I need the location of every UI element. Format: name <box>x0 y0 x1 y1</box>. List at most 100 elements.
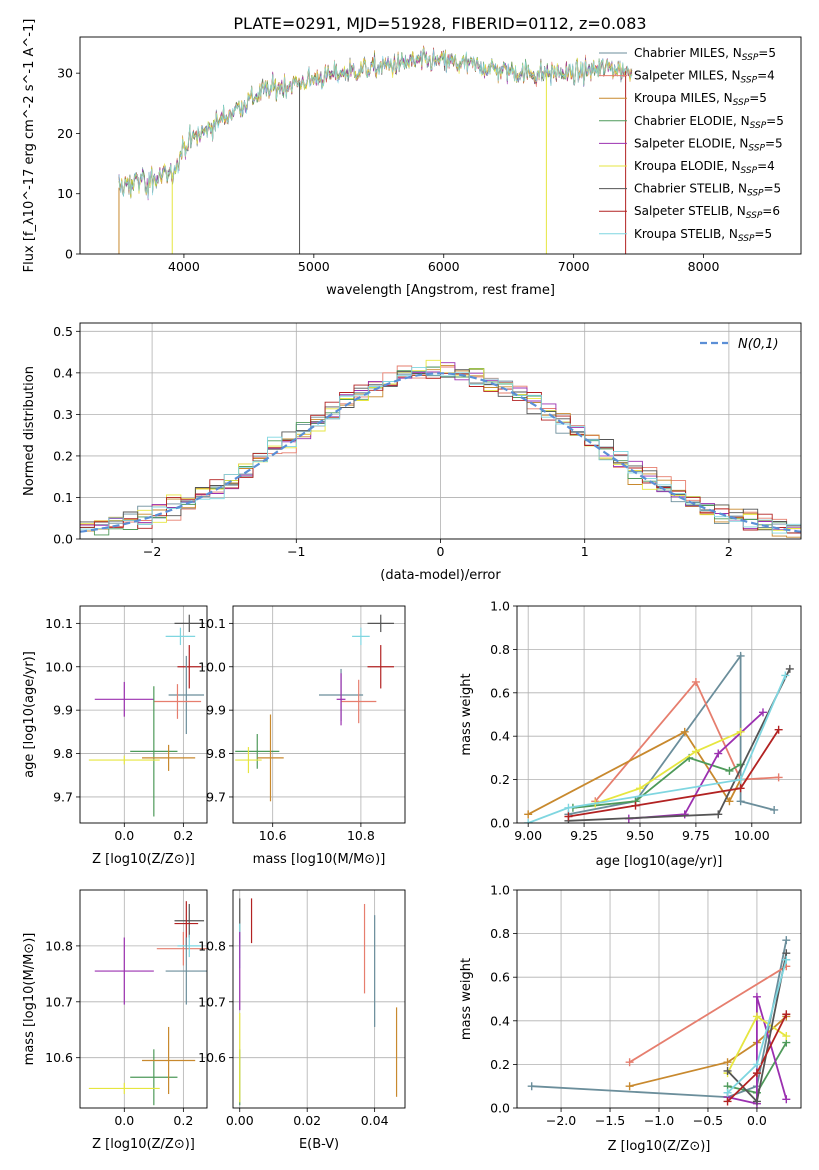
x-tick-label: 0.04 <box>361 1113 389 1128</box>
y-tick-label: 10.8 <box>45 938 73 953</box>
y-tick-label: 0.8 <box>490 642 510 657</box>
mass-weight-point <box>625 1058 634 1067</box>
x-tick-label: 6000 <box>428 259 460 274</box>
y-axis-label: mass [log10(M/M⊙)] <box>22 933 37 1066</box>
y-tick-label: 9.9 <box>206 703 226 718</box>
mass-weight-series-4 <box>727 996 788 1105</box>
spectrum-model-8 <box>118 48 633 199</box>
y-tick-label: 1.0 <box>490 599 510 614</box>
y-tick-label: 0.1 <box>53 490 73 505</box>
legend-entry: Kroupa MILES, NSSP=5 <box>634 91 767 108</box>
mass-weight-point <box>752 1069 761 1078</box>
x-axis-label: mass [log10(M/M⊙)] <box>253 852 386 867</box>
x-tick-label: 0.0 <box>114 828 134 843</box>
mass-weight-point <box>691 747 700 756</box>
mass-weight-point <box>723 1058 732 1067</box>
mass-weight-point <box>714 749 723 758</box>
mass-weight-series-1 <box>594 680 779 802</box>
legend-entry: Kroupa ELODIE, NSSP=4 <box>634 159 775 176</box>
plot-area <box>118 45 633 254</box>
panel-age-vs-Z: 0.0 0.2 9.7 9.8 9.9 10.0 10.1 Z [log10(Z/Z⊙)] ag… <box>22 605 208 867</box>
x-tick-label: 0.0 <box>747 1113 767 1128</box>
panel-mass-vs-ebv: 0.00 0.02 0.04 10.6 10.7 10.8 E(B-V) <box>198 889 406 1152</box>
x-tick-label: −1 <box>287 544 305 559</box>
legend-entry: Chabrier MILES, NSSP=5 <box>634 46 776 63</box>
x-axis-label: (data-model)/error <box>380 568 501 583</box>
x-axis-label: E(B-V) <box>299 1137 339 1152</box>
x-tick-label: −1.0 <box>644 1113 674 1128</box>
x-tick-label: 10.8 <box>347 828 375 843</box>
y-tick-label: 10.1 <box>198 616 226 631</box>
x-tick-label: −2.0 <box>546 1113 576 1128</box>
mass-weight-point <box>774 725 783 734</box>
y-tick-label: 9.8 <box>53 746 73 761</box>
y-axis-label: Normed distribution <box>22 366 37 496</box>
mass-weight-series-7 <box>568 729 780 818</box>
x-tick-label: 9.50 <box>626 828 654 843</box>
legend-entry: Chabrier STELIB, NSSP=5 <box>634 182 781 199</box>
x-tick-label: 0 <box>437 544 445 559</box>
legend-entry: Salpeter STELIB, NSSP=6 <box>634 204 780 221</box>
plot-area <box>80 890 207 1108</box>
x-tick-label: −0.5 <box>693 1113 723 1128</box>
mass-weight-point <box>736 775 745 784</box>
legend-entry-normal: N(0,1) <box>738 337 779 352</box>
y-tick-label: 10.8 <box>198 938 226 953</box>
mass-weight-point <box>635 784 644 793</box>
y-axis-label: mass weight <box>459 958 474 1040</box>
y-tick-label: 0.5 <box>53 324 73 339</box>
plot-area <box>80 323 801 539</box>
y-tick-label: 9.7 <box>206 789 226 804</box>
x-tick-label: 0.02 <box>293 1113 321 1128</box>
mass-weight-point <box>691 677 700 686</box>
y-tick-label: 30 <box>57 66 73 81</box>
mass-weight-series-1 <box>629 965 787 1063</box>
mass-weight-point <box>524 810 533 819</box>
panel-spectrum: 4000 5000 6000 7000 8000 0 10 20 30 wavelength [A… <box>22 19 802 298</box>
mass-weight-point <box>714 810 723 819</box>
x-tick-label: 10.6 <box>259 828 287 843</box>
x-tick-label: 10.00 <box>734 828 770 843</box>
axes-frame <box>79 36 802 255</box>
mass-weight-point <box>625 1082 634 1091</box>
legend-entry: Salpeter ELODIE, NSSP=5 <box>634 136 783 153</box>
x-tick-label: 1 <box>581 544 589 559</box>
mass-weight-point <box>564 812 573 821</box>
y-tick-label: 0.6 <box>490 685 510 700</box>
y-tick-label: 1.0 <box>490 883 510 898</box>
mass-weight-point <box>770 805 779 814</box>
mass-weight-point <box>782 936 791 945</box>
legend-entry: Chabrier ELODIE, NSSP=5 <box>634 114 784 131</box>
x-tick-label: 9.75 <box>682 828 710 843</box>
y-tick-label: 10.6 <box>45 1050 73 1065</box>
y-tick-label: 0.0 <box>490 816 510 831</box>
panel-mass-weight-vs-Z: −2.0 −1.5 −1.0 −0.5 0.0 0.0 0.2 0.4 0.6 0.8 1.0 Z [… <box>459 883 802 1154</box>
mass-weight-point <box>527 1082 536 1091</box>
mass-weight-point <box>725 766 734 775</box>
mass-weight-point <box>782 955 791 964</box>
normal-reference-curve <box>80 372 801 533</box>
y-tick-label: 0.8 <box>490 926 510 941</box>
mass-weight-point <box>752 1012 761 1021</box>
y-tick-label: 0.2 <box>490 772 510 787</box>
residual-histogram-5 <box>80 359 801 531</box>
y-axis-label: Flux [f_λ10^-17 erg cm^-2 s^-1 A^-1] <box>22 19 37 273</box>
y-tick-label: 10.0 <box>198 659 226 674</box>
axes-frame <box>79 605 208 824</box>
mass-weight-point <box>774 773 783 782</box>
panel-mass-vs-Z: 0.0 0.2 10.6 10.7 10.8 Z [log10(Z/Z⊙)] mass [l… <box>22 889 208 1152</box>
plot-area <box>233 606 405 823</box>
mass-weight-point <box>781 671 790 680</box>
mass-weight-point <box>752 1097 761 1106</box>
y-tick-label: 0.3 <box>53 407 73 422</box>
mass-weight-point <box>785 664 794 673</box>
mass-weight-series-2 <box>527 730 742 816</box>
mass-weight-series-8 <box>527 675 787 823</box>
y-tick-label: 10.0 <box>45 659 73 674</box>
axes-frame <box>79 889 208 1109</box>
x-axis-label: Z [log10(Z/Z⊙)] <box>608 1139 711 1154</box>
x-tick-label: 8000 <box>688 259 720 274</box>
y-tick-label: 0.0 <box>53 532 73 547</box>
